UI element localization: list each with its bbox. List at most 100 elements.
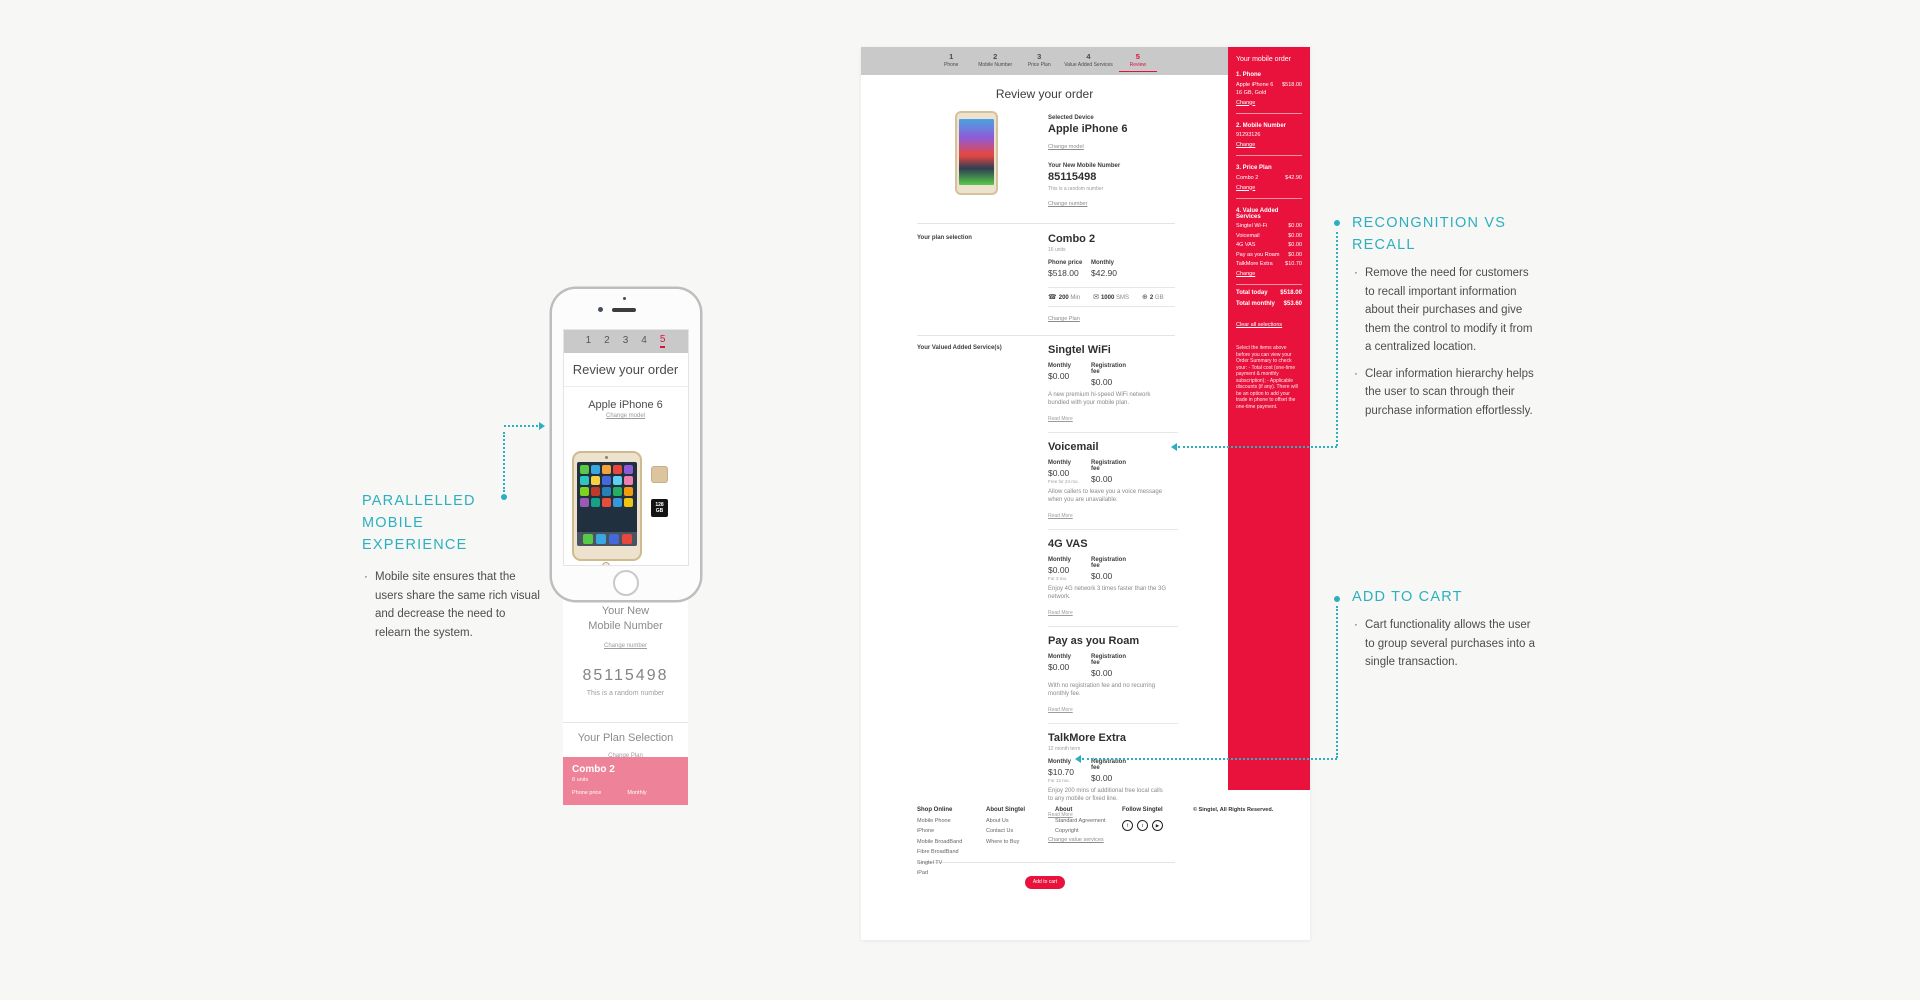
facebook-icon[interactable]: f [1122,820,1133,831]
vas-talkmore: TalkMore Extra 12 month term Monthly $10.… [1048,724,1178,828]
footer-link[interactable]: iPhone [917,828,935,834]
step-phone[interactable]: 1 Phone [943,52,959,69]
mobile-change-number-link[interactable]: Change number [603,643,648,649]
read-more-link[interactable]: Read More [1048,812,1073,818]
footer-link[interactable]: Copyright [1055,828,1079,834]
mobile-step-2[interactable]: 2 [604,335,610,346]
app-icon-grid [577,462,637,510]
change-model-link[interactable]: Change model [1048,144,1084,150]
plan-units: 16 units [1048,247,1066,253]
dock-icons [577,532,637,546]
footer-link[interactable]: Contact Us [986,828,1014,834]
read-more-link[interactable]: Read More [1048,610,1073,616]
bullet-dot: · [1354,267,1358,279]
mobile-screen: 1 2 3 4 5 Review your order Apple iPhone… [563,326,688,805]
total-today-row: Total today $518.00 [1236,290,1302,296]
sms-icon: ✉ [1093,294,1099,301]
connector-line [1336,232,1338,446]
sidebar-change-phone-link[interactable]: Change [1236,99,1256,106]
annotation-bullet-item: · Clear information hierarchy helps the … [1352,365,1538,421]
twitter-icon[interactable]: t [1137,820,1148,831]
vas-voicemail: Voicemail Monthly $0.00 Free for 24 mo. Re… [1048,433,1178,530]
change-plan-link[interactable]: Change Plan [1048,316,1080,322]
read-more-link[interactable]: Read More [1048,416,1073,422]
mobile-plan-card[interactable]: Combo 2 8 units Phone price Monthly [563,757,688,805]
capacity-value: 128 [655,502,664,508]
footer-link[interactable]: Mobile BroadBand [917,838,963,845]
mobile-page-title: Review your order [563,362,688,387]
connector-line [1082,758,1337,760]
change-vas-link[interactable]: Change value services [1048,837,1104,843]
mobile-step-1[interactable]: 1 [585,335,592,346]
sidebar-change-plan-link[interactable]: Change [1236,184,1256,191]
step-mobile-number[interactable]: 2 Mobile Number [978,52,1013,69]
footer-link[interactable]: Singtel TV [917,859,943,866]
connector-line [503,432,505,492]
mobile-change-model-link[interactable]: Change model [605,413,646,419]
minutes-feature: ☎ 200 Min [1048,294,1081,301]
plan-col1-label: Phone price [572,790,602,796]
read-more-link[interactable]: Read More [1048,513,1073,519]
sidebar-row: 4G VAS $0.00 [1236,242,1302,248]
desktop-order-page: 1 Phone 2 Mobile Number 3 Price Plan 4 Value… [861,47,1310,940]
footer-about-singtel: About Singtel About Us Contact Us Where … [986,807,1025,845]
mobile-step-3[interactable]: 3 [622,335,629,346]
divider [1236,284,1302,285]
mobile-step-5-active[interactable]: 5 [659,334,666,348]
sidebar-fine-print: Select the items above before you can vi… [1236,345,1298,410]
color-swatch-gold[interactable] [651,466,668,483]
annotation-title: PARALLELLED MOBILE EXPERIENCE [362,493,476,553]
desktop-content: Review your order Selected Device Apple … [861,75,1228,889]
plan-name: Combo 2 [572,764,615,775]
footer-link[interactable]: Mobile Phone [917,817,951,824]
step-review-active[interactable]: 5 Review [1119,53,1157,75]
change-number-link[interactable]: Change number [1048,201,1088,207]
step-value-added-services[interactable]: 4 Value Added Services [1064,52,1113,69]
annotation-title: ADD TO CART [1352,589,1463,605]
step-price-plan[interactable]: 3 Price Plan [1027,52,1051,69]
footer-link[interactable]: About Us [986,817,1009,824]
read-more-link[interactable]: Read More [1048,707,1073,713]
clear-selections-link[interactable]: Clear all selections [1236,322,1283,328]
desktop-stepper: 1 Phone 2 Mobile Number 3 Price Plan 4 Value… [861,47,1228,75]
connector-line [504,425,538,427]
mobile-change-plan-link[interactable]: Change Plan [608,753,643,759]
sidebar-row: Singtel Wi-Fi $0.00 [1236,223,1302,229]
capacity-badge[interactable]: 128 GB [651,499,668,517]
vas-name: Pay as you Roam [1048,635,1140,647]
footer-link[interactable]: Standard Agreement [1055,817,1106,824]
home-button-icon [602,562,610,570]
footer-link[interactable]: iPad [917,870,929,876]
annotation-recognition-vs-recall: RECONGNITION VS RECALL · Remove the need… [1352,212,1538,420]
sidebar-change-vas-link[interactable]: Change [1236,271,1256,277]
connector-line [1178,446,1337,448]
annotation-text: Mobile site ensures that the users share… [375,571,540,639]
footer-link[interactable]: Where to Buy [986,838,1020,845]
iphone-product-image [955,111,998,195]
sidebar-row: 91293126 [1236,132,1261,138]
phone-price-value: $518.00 [1048,268,1079,278]
add-to-cart-button[interactable]: Add to cart [1025,876,1065,889]
plan-name: Combo 2 [1048,233,1096,245]
sidebar-row: Voicemail $0.00 [1236,232,1302,239]
divider [1236,155,1302,156]
youtube-icon[interactable]: ▶ [1152,820,1163,831]
vas-4g: 4G VAS Monthly $0.00 For 3 mo. Registratio… [1048,530,1178,627]
annotation-parallelled-mobile: PARALLELLED MOBILE EXPERIENCE · Mobile s… [362,490,542,642]
vas-roam: Pay as you Roam Monthly $0.00 Registratio… [1048,627,1178,724]
annotation-title: RECONGNITION VS RECALL [1352,215,1507,253]
footer-link[interactable]: Fibre BroadBand [917,849,959,855]
vas-description: A new premium hi-speed WiFi network bund… [1048,392,1151,406]
plan-units: 8 units [572,777,589,783]
connector-arrow [539,422,545,430]
data-feature: ⊕ 2 GB [1142,294,1164,301]
camera-icon [605,456,608,459]
connector-arrow [1075,755,1081,763]
monthly-value: $42.90 [1091,268,1117,278]
sidebar-change-number-link[interactable]: Change [1236,142,1256,148]
vas-singtel-wifi: Singtel WiFi Monthly $0.00 Registration f… [1048,336,1178,433]
connector-arrow [1171,443,1177,451]
mobile-step-4[interactable]: 4 [641,335,647,346]
vas-name: Singtel WiFi [1048,344,1111,356]
plan-features: ☎ 200 Min ✉ 1000 SMS ⊕ 2 GB [1048,287,1175,307]
